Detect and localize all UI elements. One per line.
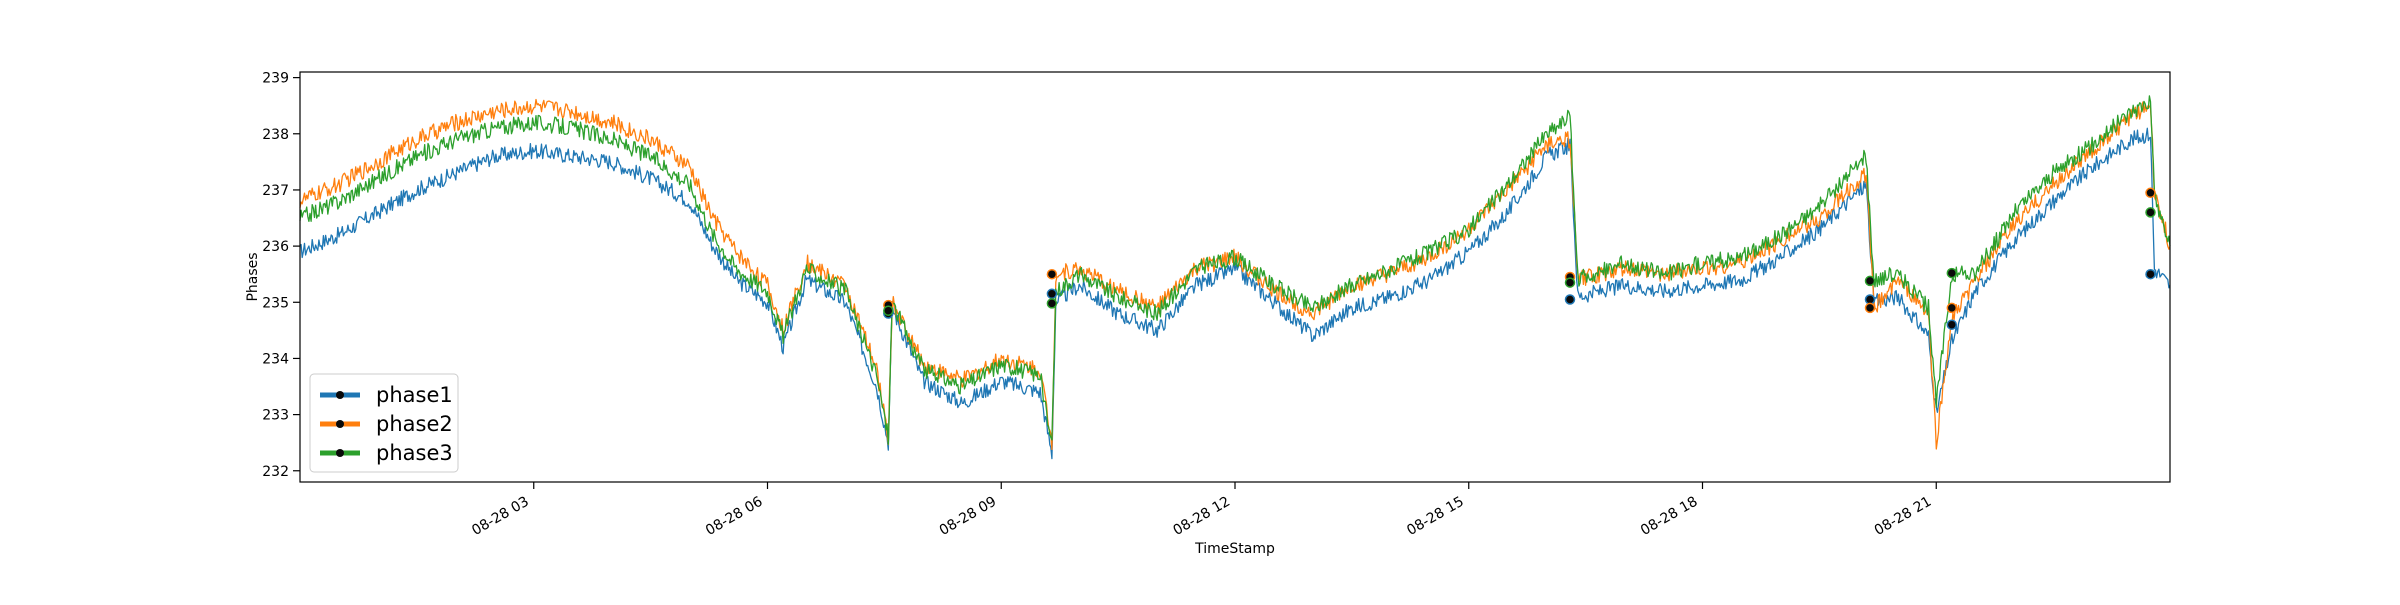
marker-phase3-4 (1946, 267, 1958, 279)
y-axis-title: Phases (245, 252, 261, 301)
x-axis-title: TimeStamp (1194, 541, 1275, 557)
marker-phase2-3 (1864, 302, 1876, 314)
legend-box (309, 373, 459, 473)
y-tick-label: 237 (262, 183, 289, 199)
legend-marker-phase1 (336, 391, 344, 399)
legend-label-phase2: phase2 (376, 412, 453, 436)
y-tick-label: 232 (262, 464, 289, 480)
x-axis: 08-28 03 08-28 06 08-28 09 08-28 12 08-28 15… (469, 482, 1937, 539)
y-tick-label: 233 (262, 408, 289, 424)
marker-phase2-1 (1046, 268, 1058, 280)
marker-points-layer (883, 187, 2156, 330)
marker-phase1-1 (1046, 288, 1058, 300)
x-tick-label: 08-28 18 (1638, 494, 1701, 539)
marker-phase3-5 (2145, 207, 2156, 218)
marker-phase3-3 (1864, 275, 1876, 287)
y-tick-label: 236 (262, 239, 289, 255)
marker-phase2-5 (2145, 187, 2156, 199)
marker-phase1-2 (1564, 294, 1576, 305)
marker-phase1-5 (2145, 268, 2156, 280)
y-tick-label: 235 (262, 295, 289, 311)
legend-marker-phase3 (336, 449, 344, 457)
y-axis: 232 233 234 235 236 237 238 239 (262, 71, 300, 480)
x-tick-label: 08-28 15 (1404, 494, 1467, 539)
x-tick-label: 08-28 21 (1872, 494, 1935, 539)
series-lines-layer (299, 95, 2171, 460)
x-tick-label: 08-28 03 (469, 494, 532, 539)
series-line-phase1 (299, 127, 2171, 460)
x-tick-label: 08-28 09 (937, 494, 1000, 539)
x-tick-label: 08-28 12 (1170, 494, 1233, 539)
series-line-phase3 (299, 95, 2171, 445)
marker-phase1-4 (1946, 319, 1958, 330)
x-tick-label: 08-28 06 (703, 494, 766, 539)
marker-phase3-2 (1564, 277, 1576, 288)
y-tick-label: 234 (262, 351, 289, 367)
y-tick-label: 238 (262, 127, 289, 143)
legend: phase1 phase2 phase3 (309, 373, 459, 473)
legend-label-phase3: phase3 (376, 441, 453, 465)
marker-phase3-1 (1046, 298, 1058, 309)
y-tick-label: 239 (262, 71, 289, 87)
legend-marker-phase2 (336, 420, 344, 428)
marker-phase2-4 (1946, 302, 1958, 314)
plot-area-frame (299, 71, 2171, 483)
legend-label-phase1: phase1 (376, 383, 453, 407)
marker-phase3-0 (883, 305, 894, 316)
series-line-phase2 (299, 98, 2171, 451)
